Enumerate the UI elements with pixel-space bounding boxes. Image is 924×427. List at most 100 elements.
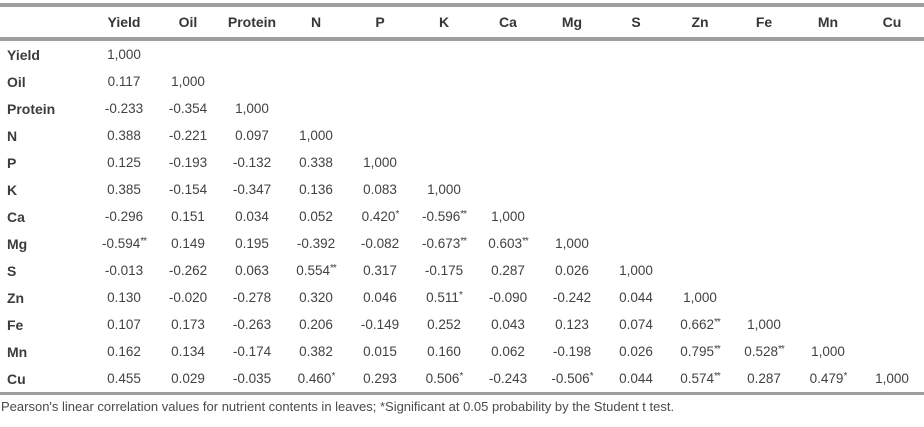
table-cell: -0.347 [232,182,272,197]
table-row-ca: Ca -0.296 0.151 0.034 0.052 0.420* -0.596** 1,0… [0,203,924,230]
table-cell: -0.296 [104,209,144,224]
table-row-yield: Yield 1,000 [0,39,924,68]
table-cell: 0.044 [619,371,653,386]
column-header-cu: Cu [860,5,924,39]
table-cell: 0.287 [747,371,781,386]
table-cell: 0.149 [171,236,205,251]
table-cell [348,39,412,68]
table-cell: 1,000 [299,128,333,143]
table-cell: 0.107 [107,317,141,332]
table-cell [668,122,732,149]
table-cell: 0.052 [299,209,333,224]
significance-marker: * [459,371,463,382]
table-cell: 0.574** [680,371,721,386]
table-cell: -0.596** [421,209,467,224]
significance-marker: ** [714,317,721,328]
row-label: Protein [7,100,56,117]
table-cell: -0.221 [168,128,208,143]
table-cell: 0.026 [619,344,653,359]
table-cell [476,176,540,203]
table-cell [796,176,860,203]
table-cell: -0.149 [360,317,400,332]
table-cell: -0.174 [232,344,272,359]
table-cell [412,68,476,95]
table-cell: 0.097 [235,128,269,143]
table-cell: -0.354 [168,101,208,116]
table-cell: 0.029 [171,371,205,386]
table-cell [348,68,412,95]
table-cell: -0.233 [104,101,144,116]
table-cell [476,39,540,68]
table-cell [540,122,604,149]
table-cell: 1,000 [363,155,397,170]
table-cell [604,39,668,68]
table-cell: 0.117 [107,74,141,89]
table-cell [476,149,540,176]
table-cell [476,122,540,149]
table-cell: 1,000 [171,74,205,89]
table-cell [668,230,732,257]
table-cell [796,284,860,311]
table-cell [860,39,924,68]
table-cell [796,311,860,338]
table-cell: 0.044 [619,290,653,305]
table-cell [412,122,476,149]
table-cell: 0.206 [299,317,333,332]
table-cell [540,176,604,203]
table-row-protein: Protein -0.233 -0.354 1,000 [0,95,924,122]
significance-marker: ** [460,236,467,247]
significance-marker: * [331,371,335,382]
table-cell [796,203,860,230]
table-cell [220,39,284,68]
table-cell [604,68,668,95]
table-cell: 1,000 [683,290,717,305]
table-row-zn: Zn 0.130 -0.020 -0.278 0.320 0.046 0.511* -0.09… [0,284,924,311]
table-row-mg: Mg -0.594** 0.149 0.195 -0.392 -0.082 -0.673**… [0,230,924,257]
table-cell [732,39,796,68]
row-label: P [7,154,17,171]
corner-cell [0,5,92,39]
table-cell [476,68,540,95]
table-cell [668,39,732,68]
table-cell [796,39,860,68]
table-cell [604,230,668,257]
table-cell [540,39,604,68]
significance-marker: * [458,290,463,301]
table-cell [668,203,732,230]
table-cell: 0.317 [363,263,397,278]
table-cell: -0.263 [232,317,272,332]
table-cell [668,95,732,122]
table-cell: 0.083 [363,182,397,197]
table-body: Yield 1,000 Oil 0.117 1,000 Protein -0.233 -0.3… [0,39,924,394]
table-cell [732,230,796,257]
table-cell: 0.134 [171,344,205,359]
table-cell [796,257,860,284]
table-cell: 0.043 [491,317,525,332]
significance-marker: ** [140,236,147,247]
column-header-n: N [284,5,348,39]
table-cell: 0.320 [299,290,333,305]
column-header-p: P [348,5,412,39]
table-cell: -0.278 [232,290,272,305]
table-cell: -0.154 [168,182,208,197]
table-cell [348,95,412,122]
table-cell [732,149,796,176]
table-cell: -0.132 [232,155,272,170]
table-cell: -0.035 [232,371,272,386]
table-cell: 0.130 [107,290,141,305]
table-cell: 0.382 [299,344,333,359]
table-row-p: P 0.125 -0.193 -0.132 0.338 1,000 [0,149,924,176]
table-row-cu: Cu 0.455 0.029 -0.035 0.460* 0.293 0.506* -0.24… [0,365,924,394]
significance-marker: * [395,209,399,220]
table-cell: 0.252 [427,317,461,332]
table-cell: 0.125 [107,155,141,170]
table-cell [860,122,924,149]
table-cell: 0.662** [680,317,721,332]
significance-marker: ** [522,236,529,247]
significance-marker: * [843,371,847,382]
table-cell: 1,000 [107,47,141,62]
table-row-n: N 0.388 -0.221 0.097 1,000 [0,122,924,149]
table-cell [540,68,604,95]
row-label: Zn [7,289,25,306]
